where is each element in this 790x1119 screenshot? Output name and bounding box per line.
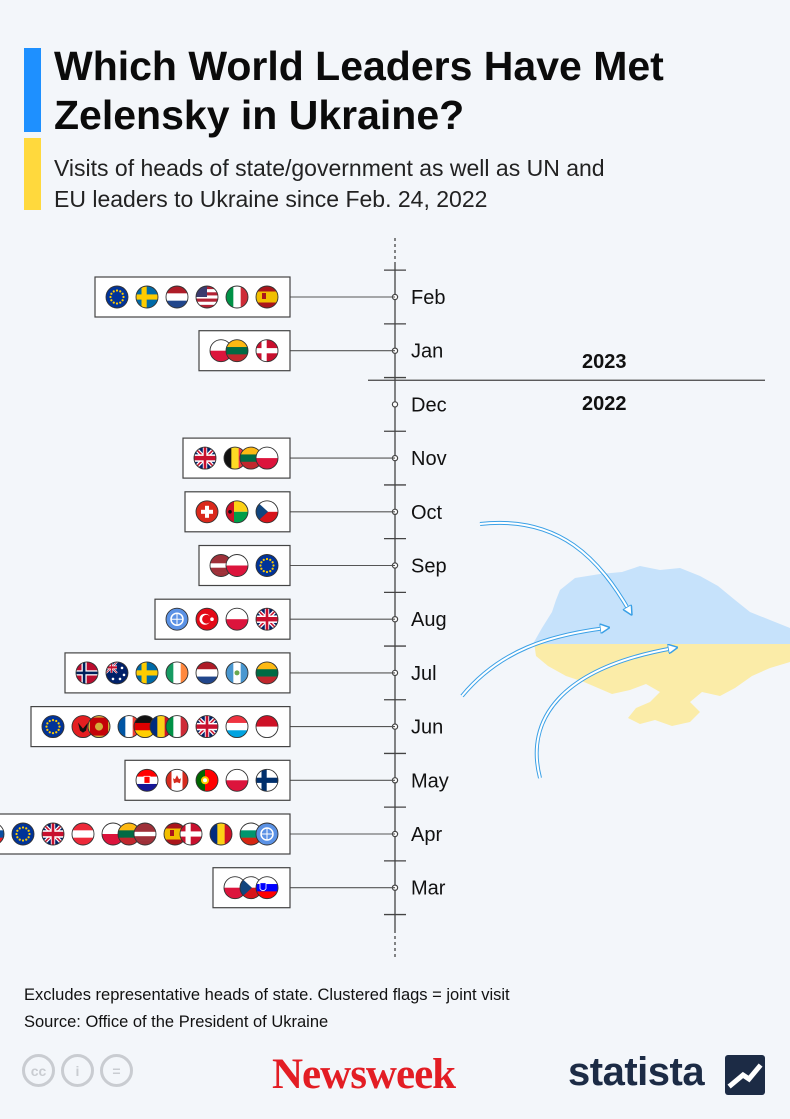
netherlands-flag-icon [195,661,219,685]
month-label: May [411,770,449,792]
luxembourg-flag-icon [225,715,249,739]
chart-title: Which World Leaders Have Met Zelensky in… [54,43,664,138]
month-row-dec: Dec [391,394,447,416]
italy-flag-icon [225,285,249,309]
montenegro-flag-icon [87,715,111,739]
ireland-flag-icon [165,661,189,685]
timeline-axis: 2023 2022 [368,238,765,958]
statista-logo-icon [725,1055,765,1095]
poland-flag-icon [255,446,279,470]
united-kingdom-flag-icon [255,607,279,631]
month-row-feb: Feb [94,276,445,318]
arrow-1 [479,521,630,612]
romania-flag-icon [209,822,233,846]
lithuania-flag-icon [225,339,249,363]
european-union-flag-icon [41,715,65,739]
month-label: Jul [411,663,437,685]
guinea-bissau-flag-icon [225,500,249,524]
chart-subtitle: Visits of heads of state/government as w… [54,155,605,212]
lithuania-flag-icon [255,661,279,685]
license-icons: cc i = [22,1054,133,1087]
italy-flag-icon [165,715,189,739]
month-label: Sep [411,556,447,578]
arrow-3 [535,648,674,779]
month-row-oct: Oct [184,491,443,533]
month-label: Mar [411,878,446,900]
creative-commons-icon[interactable]: cc [22,1054,55,1087]
month-label: Aug [411,609,447,631]
poland-flag-icon [225,607,249,631]
map-south [534,644,790,726]
united-kingdom-flag-icon [41,822,65,846]
latvia-flag-icon [133,822,157,846]
slovenia-flag-icon [255,876,279,900]
arrow-2 [461,628,606,697]
spain-flag-icon [255,285,279,309]
albania-flag-icon [71,715,95,739]
united-kingdom-flag-icon [193,446,217,470]
year-label-lower: 2022 [582,393,627,415]
month-label: Jan [411,341,443,363]
finland-flag-icon [255,768,279,792]
united-nations-flag-icon [255,822,279,846]
month-row-sep: Sep [198,544,447,587]
united-states-flag-icon [195,285,219,309]
guatemala-flag-icon [225,661,249,685]
united-kingdom-flag-icon [195,715,219,739]
visit-rows: Feb Jan Dec Nov Oct Sep Aug Jul Jun May Apr Mar [0,276,449,909]
year-label-upper: 2023 [582,351,627,373]
croatia-flag-icon [135,768,159,792]
no-derivatives-icon[interactable]: = [100,1054,133,1087]
turkey-flag-icon [195,607,219,631]
switzerland-flag-icon [195,500,219,524]
month-row-mar: Mar [212,867,446,909]
footnote: Excludes representative heads of state. … [24,986,510,1004]
attribution-icon[interactable]: i [61,1054,94,1087]
month-row-nov: Nov [182,437,447,479]
accent-bar-yellow [24,138,41,210]
axis-node [391,401,399,408]
united-nations-flag-icon [165,607,189,631]
map-north [534,566,790,644]
denmark-flag-icon [255,339,279,363]
arrows-to-ukraine [460,520,674,779]
european-union-flag-icon [105,285,129,309]
norway-flag-icon [75,661,99,685]
statista-logo[interactable]: statista [568,1050,705,1094]
european-union-flag-icon [11,822,35,846]
accent-bar-blue [24,48,41,132]
ukraine-map [534,566,790,726]
month-row-jan: Jan [198,330,443,372]
european-union-flag-icon [255,554,279,577]
australia-flag-icon [105,661,129,685]
month-label: Oct [411,502,443,524]
month-label: Apr [411,824,442,846]
month-label: Dec [411,394,447,416]
month-label: Jun [411,717,443,739]
indonesia-flag-icon [255,715,279,739]
sweden-flag-icon [135,661,159,685]
austria-flag-icon [71,822,95,846]
source-note: Source: Office of the President of Ukrai… [24,1013,329,1031]
poland-flag-icon [225,554,249,577]
netherlands-flag-icon [165,285,189,309]
denmark-flag-icon [179,822,203,846]
month-row-may: May [124,759,449,801]
poland-flag-icon [225,768,249,792]
month-row-aug: Aug [154,598,447,640]
canada-flag-icon [165,768,189,792]
sweden-flag-icon [135,285,159,309]
czechia-flag-icon [255,500,279,524]
month-row-apr: Apr [0,813,442,855]
month-row-jun: Jun [30,705,443,748]
month-label: Feb [411,287,445,309]
month-row-jul: Jul [64,652,437,694]
newsweek-logo[interactable]: Newsweek [272,1051,456,1098]
month-label: Nov [411,448,447,470]
portugal-flag-icon [195,768,219,792]
